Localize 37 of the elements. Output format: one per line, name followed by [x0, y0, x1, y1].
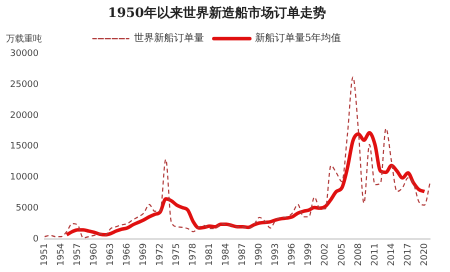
x-tick-label: 2014 [386, 242, 397, 266]
x-tick-label: 2017 [403, 243, 414, 266]
y-tick-label: 10000 [10, 172, 39, 183]
x-tick-label: 1969 [139, 242, 150, 266]
x-tick-label: 1990 [254, 242, 265, 266]
x-tick-label: 1993 [271, 243, 282, 266]
legend-label: 世界新船订单量 [134, 32, 204, 44]
x-tick-label: 1951 [40, 243, 50, 266]
y-tick-label: 5000 [16, 204, 39, 214]
x-tick-label: 1981 [205, 243, 216, 266]
x-tick-label: 1957 [73, 243, 84, 266]
x-tick-label: 2005 [337, 243, 348, 266]
x-tick-label: 1966 [122, 242, 133, 266]
x-tick-label: 1963 [106, 243, 116, 266]
line-series [64, 130, 426, 237]
y-axis-title: 万载重吨 [6, 33, 42, 44]
x-tick-label: 2008 [354, 242, 364, 266]
legend-label: 新船订单量5年均值 [254, 32, 342, 44]
x-tick-label: 2020 [420, 242, 430, 266]
line-series [44, 76, 431, 238]
x-tick-label: 1954 [56, 242, 66, 266]
y-tick-label: 30000 [10, 48, 39, 59]
x-tick-label: 1975 [172, 243, 182, 266]
y-tick-label: 0 [32, 234, 39, 244]
x-tick-label: 1987 [238, 243, 248, 266]
x-tick-label: 2002 [320, 243, 331, 266]
x-tick-label: 1984 [222, 242, 232, 266]
y-tick-label: 25000 [10, 80, 39, 90]
x-tick-label: 1978 [188, 242, 199, 266]
y-tick-label: 15000 [10, 142, 39, 152]
x-tick-label: 1999 [304, 242, 314, 266]
x-tick-label: 1996 [288, 242, 298, 266]
y-tick-label: 20000 [10, 110, 39, 121]
x-tick-label: 1960 [90, 242, 100, 266]
chart-title: 1950年以来世界新造船市场订单走势 [108, 5, 326, 22]
x-tick-label: 1972 [156, 243, 166, 266]
x-tick-label: 2011 [370, 243, 380, 266]
